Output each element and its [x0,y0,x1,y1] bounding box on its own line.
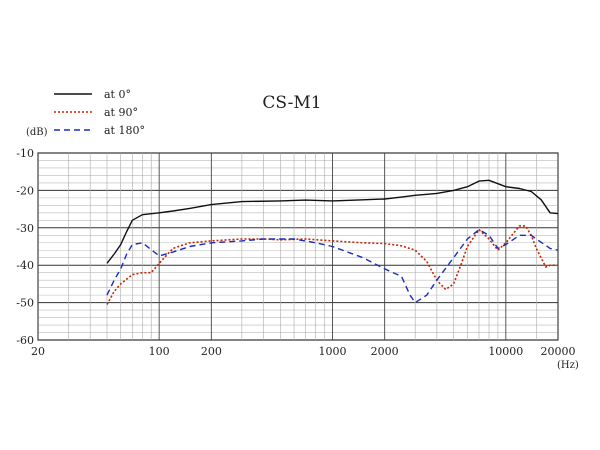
series-line-2 [106,225,558,305]
y-tick-label: -40 [16,259,34,272]
y-axis-label: (dB) [26,127,48,138]
series-line-1 [106,179,559,264]
x-tick-label: 2000 [371,345,399,358]
legend-label: at 0° [104,88,131,101]
y-tick-label: -20 [16,184,34,197]
x-axis-label: (Hz) [557,360,579,371]
x-tick-label: 100 [149,345,170,358]
x-tick-label: 1000 [318,345,346,358]
y-tick-label: -60 [16,334,34,347]
series-layer [106,179,559,305]
x-tick-label: 20 [31,345,45,358]
y-tick-label: -30 [16,222,34,235]
x-tick-label: 10000 [488,345,523,358]
y-tick-label: -50 [16,297,34,310]
series-line-3 [106,229,559,304]
legend: at 0° at 90° at 180° [54,88,145,137]
x-tick-label: 200 [201,345,222,358]
chart-title: CS-M1 [262,93,321,113]
legend-label: at 180° [104,124,145,137]
legend-label: at 90° [104,106,138,119]
y-tick-label: -10 [16,147,34,160]
x-tick-label: 20000 [541,345,576,358]
